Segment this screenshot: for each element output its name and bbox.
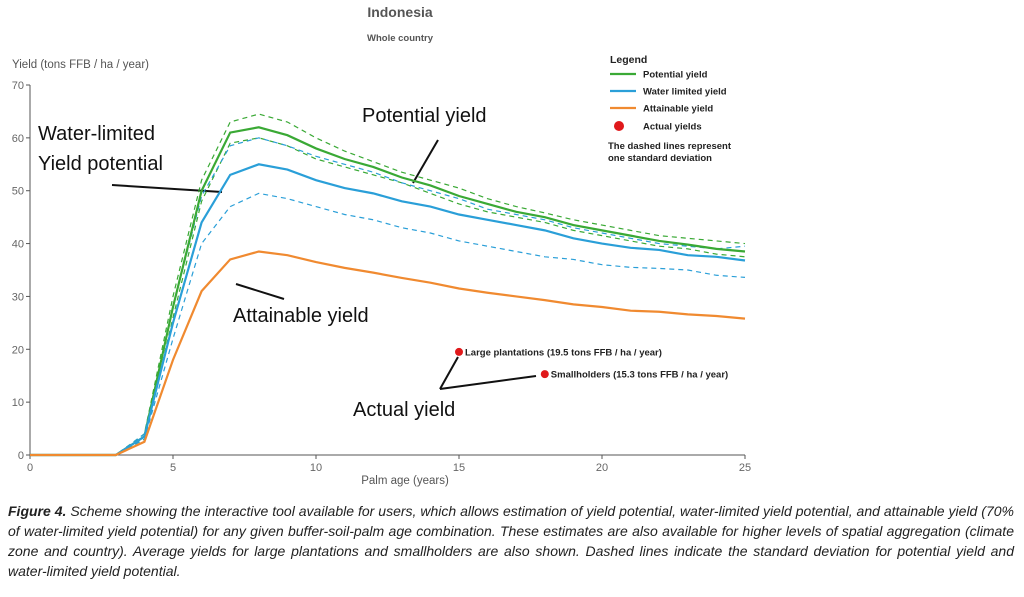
caption: Figure 4. Scheme showing the interactive… — [8, 501, 1014, 581]
sd-line — [30, 192, 746, 456]
legend-swatch — [614, 121, 624, 131]
annotation: Actual yield — [353, 399, 455, 421]
annotation-line — [439, 375, 537, 390]
annotation: Attainable yield — [233, 305, 369, 327]
y-tick-label: 20 — [12, 344, 24, 356]
caption-text: Scheme showing the interactive tool avai… — [8, 503, 1014, 579]
legend-note: one standard deviation — [608, 153, 712, 164]
legend-label: Potential yield — [643, 70, 708, 81]
x-tick-label: 5 — [170, 462, 176, 474]
y-tick-label: 70 — [12, 80, 24, 92]
x-tick-label: 20 — [596, 462, 608, 474]
annotation: Yield potential — [38, 153, 163, 175]
y-axis-label: Yield (tons FFB / ha / year) — [12, 59, 149, 71]
legend-label: Water limited yield — [643, 87, 727, 98]
annotation-line — [412, 139, 439, 184]
chart-subtitle: Whole country — [367, 33, 434, 44]
legend-note: The dashed lines represent — [608, 141, 732, 152]
annotation: Water-limited — [38, 123, 155, 145]
legend-label: Actual yields — [643, 122, 702, 133]
point-label: Large plantations (19.5 tons FFB / ha / … — [465, 347, 662, 358]
series-line — [30, 163, 746, 457]
y-tick-label: 30 — [12, 291, 24, 303]
annotation: Potential yield — [362, 105, 487, 127]
actual-point — [540, 370, 549, 379]
x-tick-label: 0 — [27, 462, 33, 474]
annotation-line — [235, 283, 285, 300]
chart-title: Indonesia — [367, 4, 433, 20]
x-axis-label: Palm age (years) — [361, 475, 449, 487]
annotation-line — [439, 356, 459, 390]
series-line — [30, 250, 746, 457]
legend-title: Legend — [610, 54, 647, 66]
y-tick-label: 50 — [12, 186, 24, 198]
caption-label: Figure 4. — [8, 503, 67, 519]
x-tick-label: 15 — [453, 462, 465, 474]
legend-label: Attainable yield — [643, 104, 713, 115]
y-tick-label: 40 — [12, 239, 24, 251]
chart: Indonesia Whole country Yield (tons FFB … — [12, 4, 751, 487]
sd-line — [30, 137, 746, 456]
point-label: Smallholders (15.3 tons FFB / ha / year) — [551, 370, 728, 381]
x-tick-label: 10 — [310, 462, 322, 474]
annotation-line — [111, 184, 223, 193]
actual-point — [455, 347, 463, 356]
y-tick-label: 10 — [12, 397, 24, 409]
x-tick-label: 25 — [739, 462, 751, 474]
y-tick-label: 60 — [12, 133, 24, 145]
y-tick-label: 0 — [18, 450, 24, 462]
